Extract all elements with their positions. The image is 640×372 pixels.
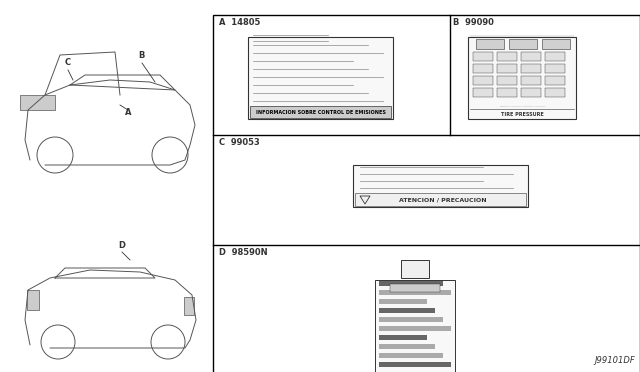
Bar	[545, 64, 565, 73]
Text: B  99090: B 99090	[453, 18, 494, 27]
Bar	[521, 52, 541, 61]
Bar	[379, 362, 451, 367]
Bar	[497, 88, 517, 97]
Text: INFORMACION SOBRE CONTROL DE EMISIONES: INFORMACION SOBRE CONTROL DE EMISIONES	[255, 109, 385, 115]
Bar	[497, 76, 517, 85]
Text: J99101DF: J99101DF	[595, 356, 635, 365]
Text: C: C	[65, 58, 71, 67]
Bar	[379, 344, 435, 349]
Text: B: B	[138, 51, 145, 60]
Bar	[473, 76, 493, 85]
Bar	[473, 88, 493, 97]
Bar	[497, 64, 517, 73]
Text: TIRE PRESSURE: TIRE PRESSURE	[500, 112, 543, 116]
Bar	[521, 88, 541, 97]
Bar	[379, 299, 427, 304]
Bar	[521, 76, 541, 85]
Bar	[248, 37, 393, 119]
Bar	[375, 280, 455, 372]
Bar	[213, 15, 640, 372]
Bar	[250, 106, 391, 118]
Bar	[509, 39, 537, 49]
Bar	[545, 76, 565, 85]
Bar	[473, 64, 493, 73]
Bar	[379, 308, 435, 313]
Bar	[27, 290, 39, 310]
Bar	[355, 193, 526, 206]
Bar	[184, 297, 194, 315]
Bar	[379, 353, 443, 358]
Bar	[542, 39, 570, 49]
Text: C  99053: C 99053	[219, 138, 260, 147]
Text: _____ _____ _____ _____: _____ _____ _____ _____	[499, 102, 545, 106]
Bar	[379, 290, 451, 295]
Bar	[390, 284, 440, 292]
Bar	[401, 260, 429, 278]
Bar	[545, 88, 565, 97]
Bar	[476, 39, 504, 49]
Text: ATENCION / PRECAUCION: ATENCION / PRECAUCION	[399, 197, 486, 202]
Bar	[473, 52, 493, 61]
Bar	[379, 281, 443, 286]
Bar	[379, 326, 451, 331]
Bar	[468, 37, 576, 119]
Bar	[379, 317, 443, 322]
Text: A  14805: A 14805	[219, 18, 260, 27]
Bar	[353, 165, 528, 207]
Text: D  98590N: D 98590N	[219, 248, 268, 257]
Bar	[545, 52, 565, 61]
Text: A: A	[125, 108, 131, 117]
Text: D: D	[118, 241, 125, 250]
Bar	[379, 335, 427, 340]
Bar	[497, 52, 517, 61]
Bar	[20, 95, 55, 110]
Bar	[521, 64, 541, 73]
